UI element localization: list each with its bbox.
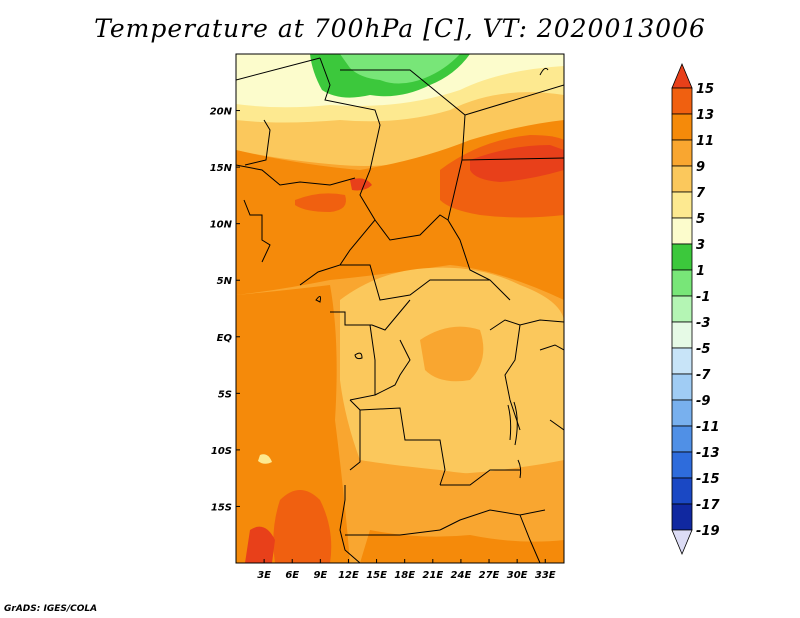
country-borders	[236, 57, 564, 563]
lat-tick-label: 10S	[211, 446, 232, 457]
colorbar-swatch	[671, 477, 693, 505]
lat-tick-label: 20N	[210, 107, 233, 118]
colorbar-label: -3	[696, 316, 710, 331]
lat-tick-label: 5N	[217, 276, 233, 287]
latitude-axis: 20N 15N 10N 5N EQ 5S 10S 15S	[210, 107, 240, 513]
colorbar-label: 11	[696, 134, 714, 149]
colorbar-swatch	[671, 425, 693, 453]
colorbar-swatch	[671, 269, 693, 297]
colorbar-top-arrow	[671, 62, 693, 89]
lat-tick-label: 15N	[210, 163, 233, 174]
colorbar-label: -1	[696, 290, 710, 305]
temperature-field	[236, 54, 564, 563]
colorbar-label: -7	[696, 368, 711, 383]
colorbar-swatch	[671, 87, 693, 115]
lat-tick-label: EQ	[217, 333, 233, 344]
colorbar-label: 13	[696, 108, 714, 123]
colorbar-label: -9	[696, 394, 710, 409]
colorbar-swatch	[671, 503, 693, 531]
colorbar-label: 3	[696, 238, 705, 253]
lon-tick-label: 6E	[285, 570, 299, 581]
lon-tick-label: 3E	[257, 570, 271, 581]
colorbar-label: -13	[696, 446, 720, 461]
colorbar-swatch	[671, 191, 693, 219]
colorbar-label: 7	[696, 186, 706, 201]
lat-tick-label: 5S	[218, 389, 232, 400]
colorbar-swatch	[671, 139, 693, 167]
colorbar-swatch	[671, 347, 693, 375]
lat-tick-label: 10N	[210, 220, 233, 231]
colorbar-swatch	[671, 373, 693, 401]
colorbar-label: -15	[696, 472, 720, 487]
colorbar-label: -11	[696, 420, 720, 435]
colorbar-swatch	[671, 165, 693, 193]
colorbar-label: 1	[696, 264, 705, 279]
lon-tick-label: 27E	[479, 570, 500, 581]
lon-tick-label: 21E	[422, 570, 443, 581]
lon-tick-label: 15E	[366, 570, 387, 581]
colorbar-label: -5	[696, 342, 710, 357]
lon-tick-label: 24E	[451, 570, 472, 581]
colorbar-swatch	[671, 217, 693, 245]
colorbar-legend: 15 13 11 9 7 5 3 1 -1 -3 -5 -7 -9 -11 -13 -15 -17 -19	[671, 62, 720, 556]
lon-tick-label: 33E	[535, 570, 556, 581]
grads-credit: GrADS: IGES/COLA	[4, 604, 98, 614]
map-title: Temperature at 700hPa [C], VT: 202001300…	[94, 14, 706, 43]
lon-tick-label: 9E	[313, 570, 327, 581]
map-frame	[235, 53, 565, 564]
colorbar-label: 5	[696, 212, 705, 227]
colorbar-swatch	[671, 113, 693, 141]
colorbar-label: 15	[696, 82, 714, 97]
colorbar-swatch	[671, 321, 693, 349]
colorbar-label: -17	[696, 498, 720, 513]
colorbar-swatch	[671, 451, 693, 479]
colorbar-label: 9	[696, 160, 705, 175]
colorbar-label: -19	[696, 524, 720, 539]
colorbar-bottom-arrow	[671, 529, 693, 556]
colorbar-swatch	[671, 399, 693, 427]
colorbar-swatch	[671, 295, 693, 323]
lon-tick-label: 30E	[507, 570, 528, 581]
lat-tick-label: 15S	[211, 502, 232, 513]
colorbar-swatch	[671, 243, 693, 271]
longitude-axis: 3E 6E 9E 12E 15E 18E 21E 24E 27E 30E 33E	[257, 559, 556, 581]
lon-tick-label: 18E	[394, 570, 415, 581]
lon-tick-label: 12E	[338, 570, 359, 581]
